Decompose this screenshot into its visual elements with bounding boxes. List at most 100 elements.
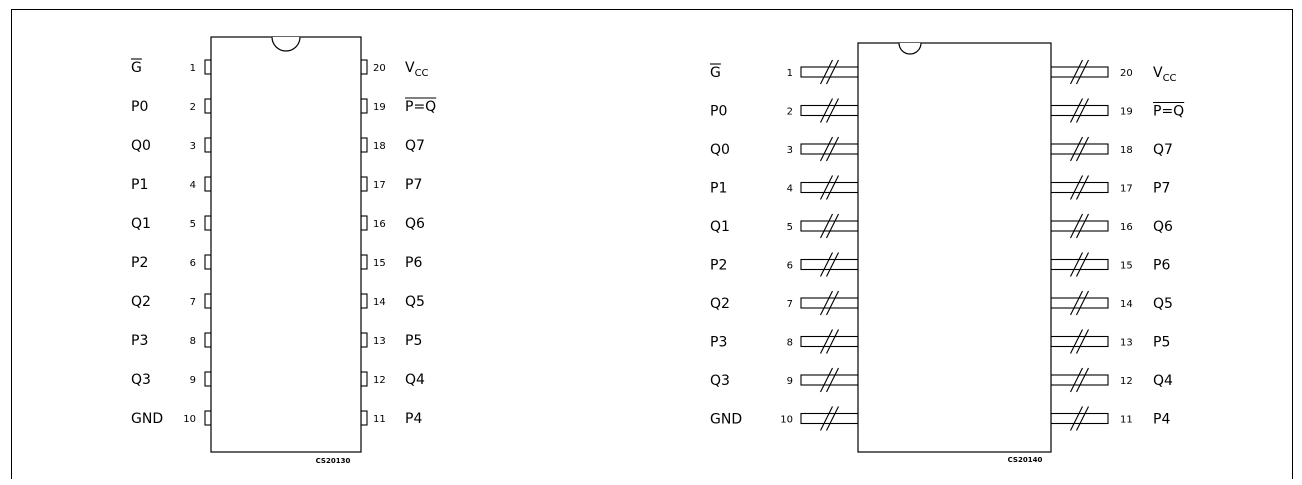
pin-lead xyxy=(360,371,368,387)
pin-label: Q3 xyxy=(131,372,151,388)
pin-label: Q7 xyxy=(405,138,425,154)
pin-label: P0 xyxy=(131,99,148,115)
pin-break-mark xyxy=(1070,329,1083,354)
pin-lead xyxy=(204,137,212,153)
pin-lead xyxy=(1050,374,1109,386)
pin-break-mark xyxy=(1070,406,1083,431)
pin-break-mark xyxy=(1076,213,1089,239)
pin-lead xyxy=(1050,220,1109,232)
pin-label: P4 xyxy=(1153,412,1170,428)
pin-break-mark xyxy=(820,406,833,431)
pin-break-mark xyxy=(1076,59,1089,85)
pin-lead xyxy=(800,412,859,425)
pin-dip-8: 8 P3 xyxy=(131,332,212,349)
pin-number: 1 xyxy=(787,68,793,79)
pin-break-mark xyxy=(1070,213,1083,239)
pin-so-12: 12 Q4 xyxy=(1050,367,1173,393)
pin-lead xyxy=(204,59,212,75)
pin-lead xyxy=(1050,181,1109,194)
drawing-code: CS20130 xyxy=(316,457,351,465)
pin-break-mark xyxy=(1070,252,1083,277)
pin-break-mark xyxy=(820,329,833,354)
pin-dip-19: 19 P=Q xyxy=(360,97,437,115)
pin-lead xyxy=(204,254,212,270)
pin-so-18: 18 Q7 xyxy=(1050,136,1173,162)
pin-dip-13: 13 P5 xyxy=(360,332,422,349)
pin-label: G xyxy=(131,60,142,76)
pin-number: 16 xyxy=(1120,222,1133,233)
pin-lead xyxy=(360,59,368,75)
pin-break-mark xyxy=(1070,59,1083,85)
package-body xyxy=(210,36,362,453)
pin-lead xyxy=(360,410,368,426)
pin-so-14: 14 Q5 xyxy=(1050,290,1173,316)
pin-lead xyxy=(800,66,859,78)
pin-break-mark xyxy=(820,136,833,162)
pin-lead xyxy=(1050,412,1109,425)
pin-lead xyxy=(1050,297,1109,309)
pin-dip-11: 11 P4 xyxy=(360,410,422,427)
pin-number: 10 xyxy=(780,415,793,426)
pin-label: P1 xyxy=(710,181,727,197)
pin-so-1: 1G xyxy=(710,59,859,85)
pin-label: Q4 xyxy=(405,372,425,388)
pin-dip-18: 18 Q7 xyxy=(360,137,425,154)
pin-label: P=Q xyxy=(1153,104,1184,120)
pin-lead xyxy=(1050,335,1109,348)
drawing-code: CS20140 xyxy=(1008,456,1043,464)
pin-so-11: 11 P4 xyxy=(1050,406,1170,431)
pin-number: 18 xyxy=(1120,145,1133,156)
pin-dip-6: 6 P2 xyxy=(131,254,212,271)
pin-so-17: 17 P7 xyxy=(1050,175,1170,200)
pin-break-mark xyxy=(826,136,839,162)
pin-label: P7 xyxy=(1153,181,1170,197)
pin-break-mark xyxy=(1070,175,1083,200)
pin-so-5: 5 Q1 xyxy=(710,213,859,239)
pin-number: 5 xyxy=(787,222,793,233)
pin-number: 8 xyxy=(787,338,793,349)
pin-label: P2 xyxy=(710,258,727,274)
pin-number: 2 xyxy=(190,102,196,113)
pin-break-mark xyxy=(1076,329,1089,354)
pin-lead xyxy=(800,297,859,309)
pin-number: 4 xyxy=(787,184,793,195)
pin-lead xyxy=(800,181,859,194)
pin-number: 3 xyxy=(787,145,793,156)
pin-label-main: V xyxy=(405,60,415,76)
pin-lead xyxy=(360,332,368,348)
pin-number: 13 xyxy=(373,336,386,347)
pin-label: Q7 xyxy=(1153,142,1173,158)
pin-break-mark xyxy=(1076,290,1089,316)
pin-label: Q6 xyxy=(405,216,425,232)
pin-label: Q3 xyxy=(710,373,730,389)
pin-number: 17 xyxy=(1120,184,1133,195)
pin-break-mark xyxy=(820,290,833,316)
pin-number: 8 xyxy=(190,336,196,347)
pin-label: P0 xyxy=(710,104,727,120)
pin-number: 20 xyxy=(1120,68,1133,79)
pin-so-13: 13 P5 xyxy=(1050,329,1170,354)
pin-break-mark xyxy=(1076,252,1089,277)
pin-number: 20 xyxy=(373,63,386,74)
pin-label: P6 xyxy=(405,255,422,271)
pin-label: G xyxy=(710,65,721,81)
pin-lead xyxy=(800,335,859,348)
pin-break-mark xyxy=(826,98,839,123)
pin-label: Q5 xyxy=(405,294,425,310)
pin-number: 17 xyxy=(373,180,386,191)
pin-lead xyxy=(800,258,859,271)
pin-number: 12 xyxy=(373,375,386,386)
pin-break-mark xyxy=(820,252,833,277)
pin-break-mark xyxy=(1070,290,1083,316)
pin-number: 2 xyxy=(787,107,793,118)
pin-break-mark xyxy=(1070,367,1083,393)
pin-lead xyxy=(204,410,212,426)
pin-label: Q0 xyxy=(710,142,730,158)
pin-lead xyxy=(360,254,368,270)
pin-number: 4 xyxy=(190,180,196,191)
pin-break-mark xyxy=(826,59,839,85)
diagram-frame xyxy=(11,9,1293,479)
pin-number: 18 xyxy=(373,141,386,152)
pin-dip-7: 7 Q2 xyxy=(131,293,212,310)
